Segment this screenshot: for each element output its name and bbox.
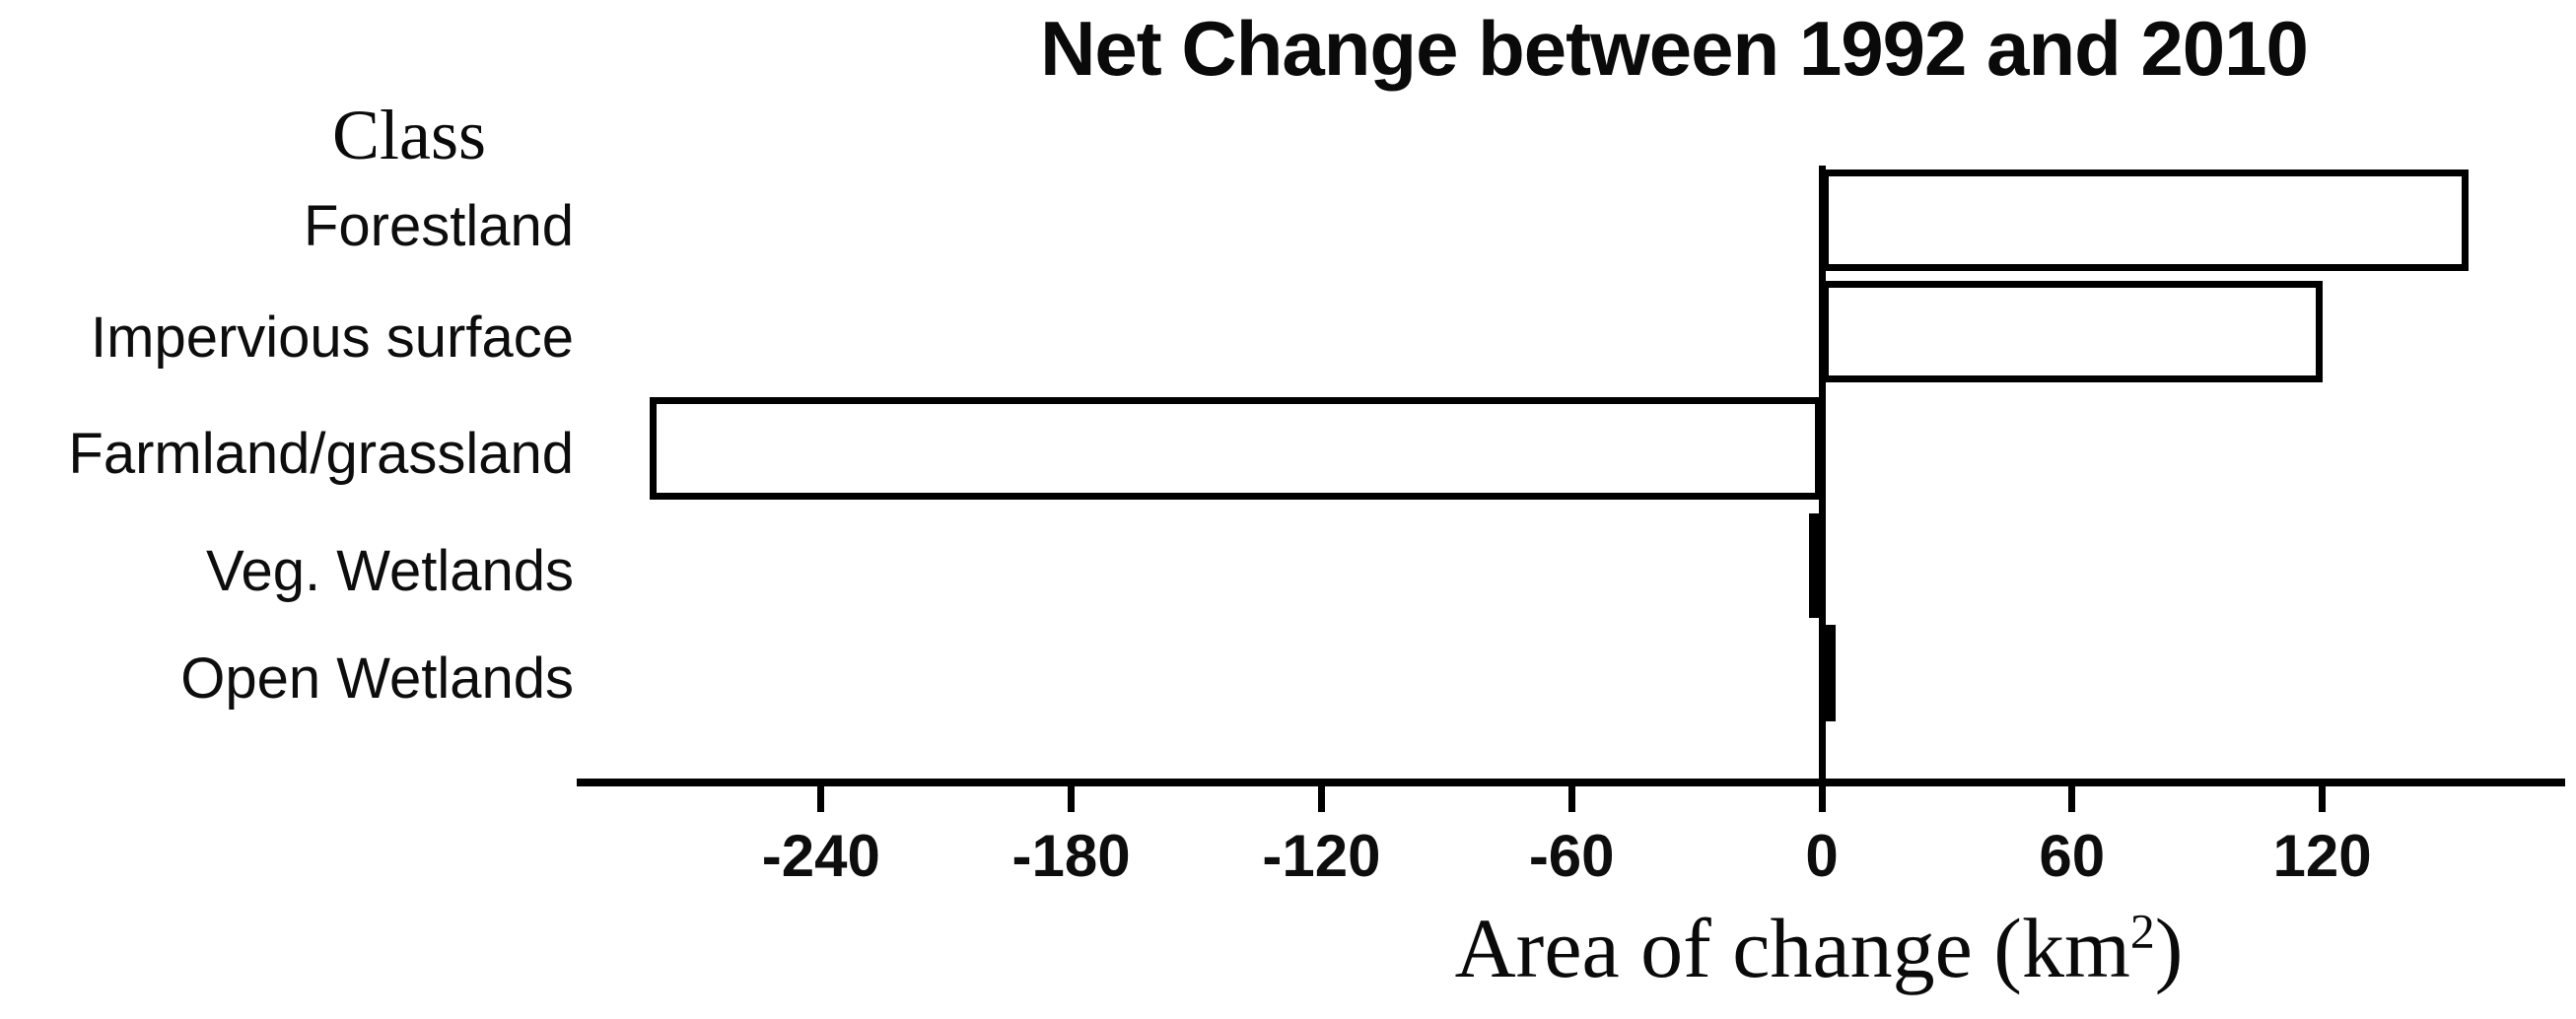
- chart-title: Net Change between 1992 and 2010: [1040, 5, 2309, 92]
- x-axis-title-superscript: 2: [2129, 904, 2155, 959]
- x-tick-label: -120: [1262, 823, 1381, 889]
- category-label: Forestland: [303, 193, 574, 258]
- x-tick-mark: [1317, 784, 1325, 812]
- x-tick-label: -180: [1011, 823, 1131, 889]
- bar: [650, 397, 1822, 500]
- bar: [1809, 513, 1824, 618]
- x-tick-label: 60: [2039, 823, 2106, 889]
- category-label: Veg. Wetlands: [206, 539, 574, 603]
- x-axis-title: Area of change (km2): [1455, 899, 2184, 997]
- x-tick-mark: [1567, 784, 1575, 812]
- category-label: Open Wetlands: [180, 646, 574, 711]
- x-tick-mark: [2319, 784, 2327, 812]
- bar: [1822, 281, 2323, 382]
- y-axis-header: Class: [331, 96, 486, 174]
- x-tick-label: 120: [2272, 823, 2372, 889]
- x-axis-title-close: ): [2154, 901, 2184, 995]
- bar: [1822, 170, 2469, 271]
- x-tick-label: 0: [1805, 823, 1839, 889]
- x-tick-label: -240: [761, 823, 880, 889]
- x-axis-line: [577, 779, 2565, 786]
- category-label: Farmland/grassland: [68, 422, 574, 486]
- x-tick-mark: [1068, 784, 1076, 812]
- bar: [1822, 625, 1836, 721]
- x-tick-mark: [817, 784, 825, 812]
- x-tick-mark: [1818, 784, 1826, 812]
- category-label: Impervious surface: [91, 305, 574, 370]
- x-axis-title-text: Area of change (km: [1454, 901, 2130, 995]
- x-tick-label: -60: [1528, 823, 1615, 889]
- x-tick-mark: [2068, 784, 2076, 812]
- zero-baseline: [1819, 166, 1826, 785]
